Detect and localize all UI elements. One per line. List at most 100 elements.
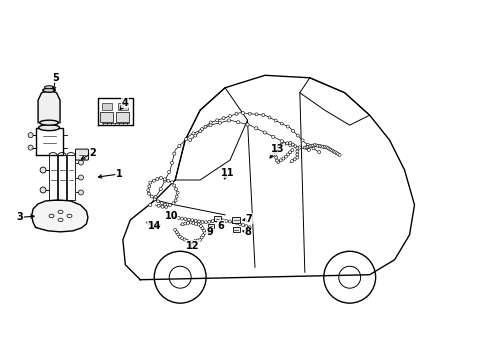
Text: 8: 8 (244, 228, 251, 237)
Circle shape (331, 149, 334, 152)
Circle shape (150, 223, 152, 225)
Circle shape (157, 204, 160, 207)
Circle shape (153, 225, 156, 227)
Circle shape (238, 222, 241, 225)
Circle shape (148, 222, 151, 225)
Circle shape (262, 113, 265, 117)
Circle shape (191, 240, 194, 243)
Ellipse shape (45, 86, 53, 89)
Circle shape (329, 148, 332, 151)
Circle shape (176, 191, 179, 194)
Circle shape (183, 238, 186, 241)
Circle shape (180, 217, 184, 220)
Circle shape (337, 153, 340, 156)
Circle shape (308, 145, 311, 148)
Circle shape (296, 153, 299, 156)
Circle shape (305, 146, 308, 149)
Circle shape (209, 123, 212, 127)
Circle shape (177, 216, 180, 220)
Circle shape (200, 236, 203, 239)
Circle shape (174, 199, 177, 202)
Bar (116, 112, 129, 122)
Circle shape (191, 219, 194, 222)
Circle shape (172, 152, 176, 155)
Circle shape (28, 132, 33, 138)
Circle shape (335, 152, 338, 155)
Circle shape (172, 184, 176, 187)
Circle shape (321, 145, 324, 148)
Circle shape (287, 153, 290, 156)
Circle shape (312, 147, 315, 150)
Circle shape (184, 138, 188, 141)
Circle shape (174, 188, 177, 190)
Text: 1: 1 (116, 169, 122, 179)
Circle shape (155, 226, 158, 228)
Circle shape (173, 216, 177, 219)
Bar (214, 216, 221, 221)
Ellipse shape (43, 88, 55, 92)
Circle shape (171, 161, 173, 165)
Circle shape (189, 221, 192, 224)
Circle shape (320, 145, 323, 148)
Circle shape (292, 129, 294, 132)
Circle shape (154, 195, 157, 199)
Circle shape (227, 119, 231, 122)
Circle shape (199, 130, 202, 133)
Circle shape (221, 219, 224, 222)
Ellipse shape (40, 120, 58, 125)
Circle shape (296, 150, 299, 153)
Circle shape (277, 161, 280, 163)
Circle shape (323, 145, 326, 149)
Ellipse shape (39, 125, 59, 131)
Circle shape (184, 217, 187, 221)
Circle shape (165, 206, 168, 208)
Circle shape (307, 145, 310, 148)
Circle shape (197, 220, 200, 223)
Circle shape (338, 153, 341, 157)
Circle shape (177, 233, 180, 236)
Circle shape (160, 176, 163, 179)
Circle shape (186, 239, 189, 242)
Circle shape (325, 146, 328, 149)
Circle shape (149, 181, 152, 184)
Circle shape (192, 222, 195, 225)
Circle shape (306, 143, 309, 146)
Circle shape (187, 218, 190, 221)
Text: 3: 3 (16, 212, 23, 222)
Circle shape (163, 178, 166, 181)
Circle shape (192, 132, 195, 135)
Circle shape (242, 112, 245, 114)
Circle shape (171, 181, 173, 184)
Circle shape (275, 159, 278, 162)
Circle shape (78, 175, 83, 180)
Circle shape (228, 114, 232, 117)
Circle shape (175, 231, 178, 234)
Circle shape (303, 146, 306, 149)
Circle shape (40, 167, 46, 173)
Circle shape (291, 159, 294, 163)
FancyBboxPatch shape (75, 149, 89, 160)
Circle shape (289, 141, 292, 144)
Circle shape (222, 117, 225, 120)
Circle shape (289, 151, 292, 154)
Circle shape (189, 139, 192, 141)
Circle shape (194, 134, 197, 137)
Circle shape (178, 144, 181, 148)
Circle shape (292, 143, 294, 146)
Circle shape (280, 143, 283, 146)
Circle shape (268, 116, 271, 119)
Circle shape (148, 203, 152, 207)
Circle shape (151, 223, 153, 226)
Circle shape (147, 192, 150, 195)
Circle shape (194, 219, 197, 222)
Bar (232, 217, 240, 223)
Circle shape (255, 127, 258, 130)
Circle shape (203, 231, 206, 234)
Circle shape (202, 229, 205, 232)
Circle shape (218, 219, 221, 221)
Text: 13: 13 (270, 144, 284, 154)
Circle shape (274, 150, 277, 153)
Circle shape (216, 119, 219, 122)
Circle shape (153, 198, 156, 201)
Circle shape (284, 155, 287, 158)
